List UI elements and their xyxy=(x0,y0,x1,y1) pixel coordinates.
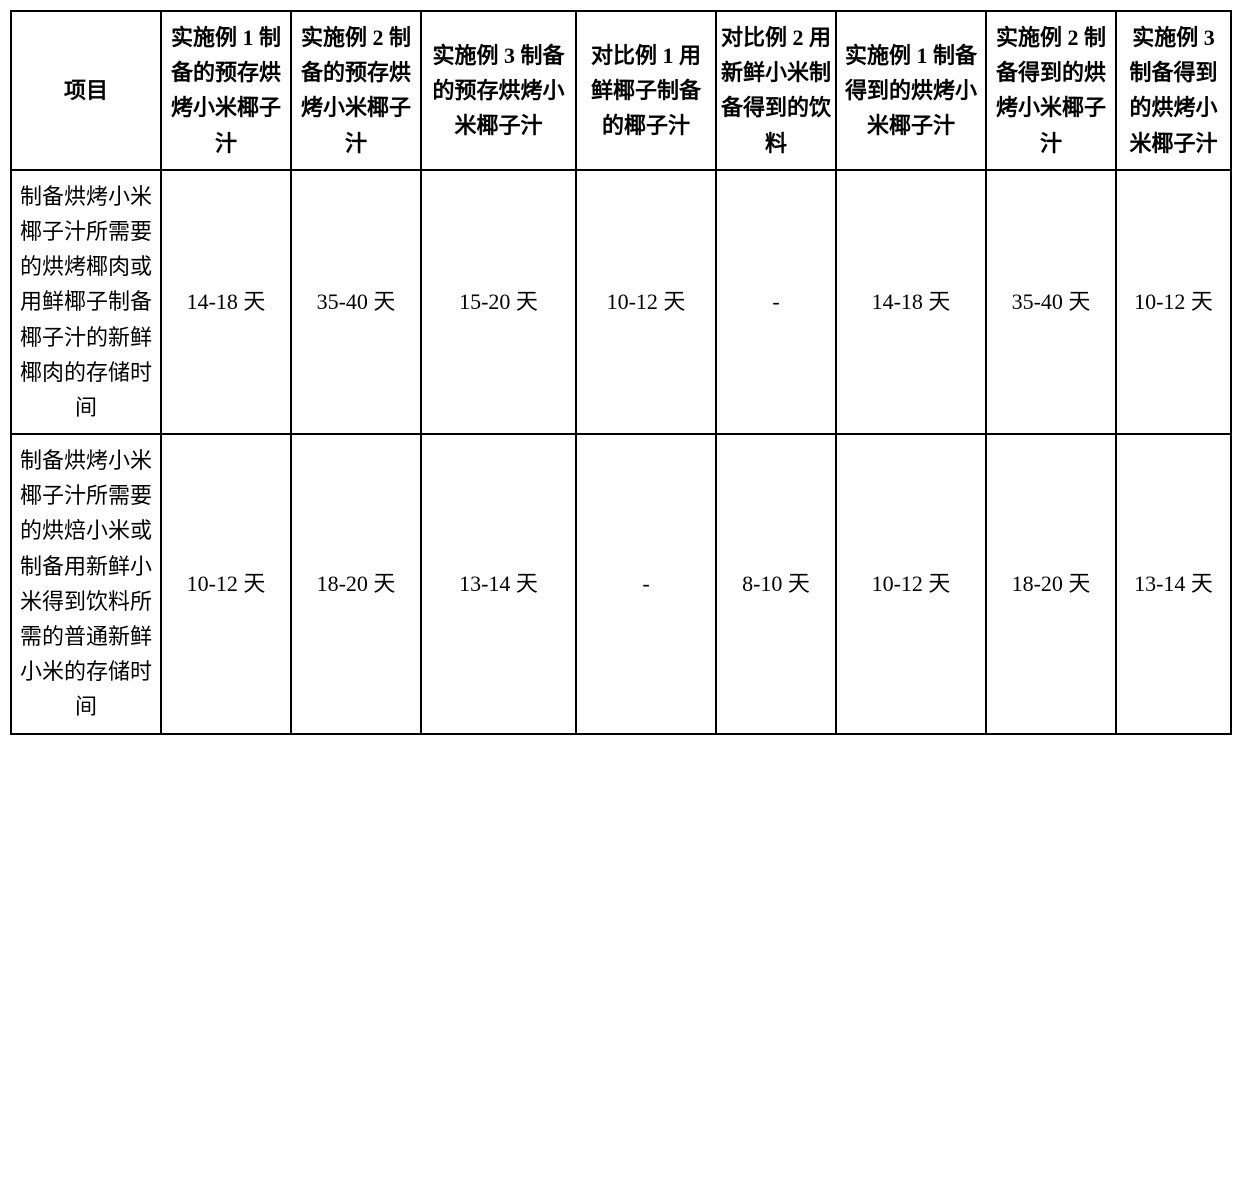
table-row: 制备烘烤小米椰子汁所需要的烘烤椰肉或用鲜椰子制备椰子汁的新鲜椰肉的存储时间 14… xyxy=(11,170,1231,434)
col-header: 实施例 1 制备的预存烘烤小米椰子汁 xyxy=(161,11,291,170)
cell: 10-12 天 xyxy=(161,434,291,734)
cell: 14-18 天 xyxy=(161,170,291,434)
col-header: 实施例 3 制备的预存烘烤小米椰子汁 xyxy=(421,11,576,170)
col-header: 对比例 1 用鲜椰子制备的椰子汁 xyxy=(576,11,716,170)
cell: 13-14 天 xyxy=(1116,434,1231,734)
col-header: 项目 xyxy=(11,11,161,170)
col-header: 实施例 3 制备得到的烘烤小米椰子汁 xyxy=(1116,11,1231,170)
cell: 15-20 天 xyxy=(421,170,576,434)
col-header: 实施例 1 制备得到的烘烤小米椰子汁 xyxy=(836,11,986,170)
col-header: 对比例 2 用新鲜小米制备得到的饮料 xyxy=(716,11,836,170)
cell: 18-20 天 xyxy=(291,434,421,734)
cell: 10-12 天 xyxy=(576,170,716,434)
cell: 14-18 天 xyxy=(836,170,986,434)
cell: - xyxy=(716,170,836,434)
cell: 8-10 天 xyxy=(716,434,836,734)
cell: 35-40 天 xyxy=(291,170,421,434)
table-header-row: 项目 实施例 1 制备的预存烘烤小米椰子汁 实施例 2 制备的预存烘烤小米椰子汁… xyxy=(11,11,1231,170)
data-table: 项目 实施例 1 制备的预存烘烤小米椰子汁 实施例 2 制备的预存烘烤小米椰子汁… xyxy=(10,10,1232,735)
cell: - xyxy=(576,434,716,734)
row-label: 制备烘烤小米椰子汁所需要的烘烤椰肉或用鲜椰子制备椰子汁的新鲜椰肉的存储时间 xyxy=(11,170,161,434)
cell: 10-12 天 xyxy=(1116,170,1231,434)
cell: 10-12 天 xyxy=(836,434,986,734)
row-label: 制备烘烤小米椰子汁所需要的烘焙小米或制备用新鲜小米得到饮料所需的普通新鲜小米的存… xyxy=(11,434,161,734)
cell: 13-14 天 xyxy=(421,434,576,734)
col-header: 实施例 2 制备得到的烘烤小米椰子汁 xyxy=(986,11,1116,170)
cell: 18-20 天 xyxy=(986,434,1116,734)
table-row: 制备烘烤小米椰子汁所需要的烘焙小米或制备用新鲜小米得到饮料所需的普通新鲜小米的存… xyxy=(11,434,1231,734)
col-header: 实施例 2 制备的预存烘烤小米椰子汁 xyxy=(291,11,421,170)
cell: 35-40 天 xyxy=(986,170,1116,434)
